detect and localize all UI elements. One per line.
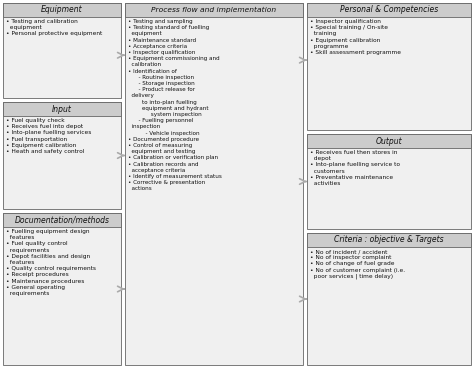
Text: Output: Output [376, 137, 402, 145]
Bar [3, 102, 121, 209]
Bar [3, 213, 121, 227]
Text: • Receives fuel then stores in
  depot
• Into-plane fuelling service to
  custom: • Receives fuel then stores in depot • I… [310, 150, 400, 186]
Text: • Testing and sampling
• Testing standard of fuelling
  equipment
• Maintenance : • Testing and sampling • Testing standar… [128, 19, 222, 191]
Bar [3, 3, 121, 17]
Text: Input: Input [52, 105, 72, 113]
Text: • Inspector qualification
• Special training / On-site
  training
• Equipment ca: • Inspector qualification • Special trai… [310, 19, 401, 55]
Text: Process flow and implementation: Process flow and implementation [151, 7, 276, 13]
Bar [307, 3, 471, 17]
Text: • No of incident / accident
• No of inspector complaint
• No of change of fuel g: • No of incident / accident • No of insp… [310, 249, 405, 279]
Text: Equipment: Equipment [41, 6, 83, 14]
Bar [307, 3, 471, 130]
Text: Personal & Competencies: Personal & Competencies [340, 6, 438, 14]
Bar [307, 233, 471, 365]
Text: Criteria : objective & Targets: Criteria : objective & Targets [334, 236, 444, 244]
Text: Documentation/methods: Documentation/methods [15, 216, 109, 224]
Bar [3, 102, 121, 116]
Bar [307, 233, 471, 247]
Bar [3, 213, 121, 365]
Text: • Fuel quality check
• Receives fuel into depot
• Into-plane fuelling services
•: • Fuel quality check • Receives fuel int… [6, 118, 91, 154]
Text: • Fuelling equipment design
  features
• Fuel quality control
  requirements
• D: • Fuelling equipment design features • F… [6, 229, 96, 296]
Bar [307, 134, 471, 148]
Bar [125, 3, 303, 17]
Bar [3, 3, 121, 98]
Text: • Testing and calibration
  equipment
• Personal protective equipment: • Testing and calibration equipment • Pe… [6, 19, 102, 36]
Bar [307, 134, 471, 229]
Bar [125, 3, 303, 365]
